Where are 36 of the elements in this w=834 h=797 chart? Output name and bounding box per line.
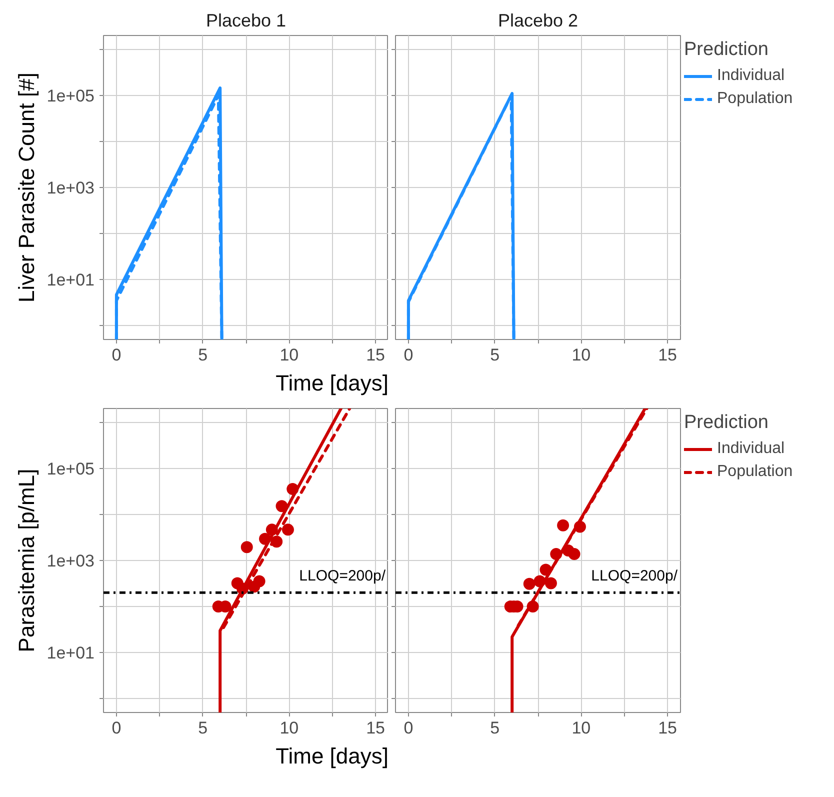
x-tick-label: 10 bbox=[572, 718, 591, 738]
y-tick-label: 1e+05 bbox=[46, 459, 95, 478]
x-tick-label: 0 bbox=[112, 718, 122, 738]
x-tick-label: 10 bbox=[572, 346, 591, 364]
x-axis-title: Time [days] bbox=[276, 370, 389, 396]
x-tick-label: 10 bbox=[280, 346, 299, 364]
x-tick-label: 10 bbox=[280, 718, 299, 738]
legend-label: Population bbox=[717, 90, 793, 108]
ref-line-label: LLOQ=200p/ bbox=[591, 568, 678, 585]
y-tick-label: 1e+01 bbox=[46, 644, 95, 663]
y-tick-label: 1e+01 bbox=[46, 270, 95, 290]
legend-title: Prediction bbox=[684, 39, 770, 61]
y-tick-label: 1e+05 bbox=[46, 86, 95, 106]
x-tick-label: 5 bbox=[490, 346, 500, 364]
x-tick-label: 15 bbox=[658, 346, 678, 364]
x-tick-label: 0 bbox=[112, 346, 122, 364]
x-tick-label: 0 bbox=[404, 718, 414, 738]
legend-label: Population bbox=[717, 463, 793, 481]
x-tick-label: 5 bbox=[198, 718, 208, 738]
ref-line-label: LLOQ=200p/ bbox=[299, 568, 386, 585]
chart-title: Placebo 2 bbox=[498, 10, 578, 30]
x-tick-label: 5 bbox=[198, 346, 208, 364]
x-tick-label: 0 bbox=[404, 346, 414, 364]
x-tick-label: 15 bbox=[366, 346, 386, 364]
y-axis-title: Parasitemia [p/mL] bbox=[14, 468, 39, 652]
x-tick-label: 15 bbox=[366, 718, 386, 738]
legend-label: Individual bbox=[717, 440, 785, 458]
x-tick-label: 5 bbox=[490, 718, 500, 738]
chart-title: Placebo 1 bbox=[206, 10, 286, 30]
y-tick-label: 1e+03 bbox=[46, 552, 95, 570]
y-axis-title: Liver Parasite Count [#] bbox=[14, 72, 39, 302]
legend-label: Individual bbox=[717, 67, 785, 85]
y-tick-label: 1e+03 bbox=[46, 178, 95, 198]
legend-title: Prediction bbox=[684, 412, 770, 434]
x-axis-title: Time [days] bbox=[276, 744, 389, 768]
x-tick-label: 15 bbox=[658, 718, 678, 738]
